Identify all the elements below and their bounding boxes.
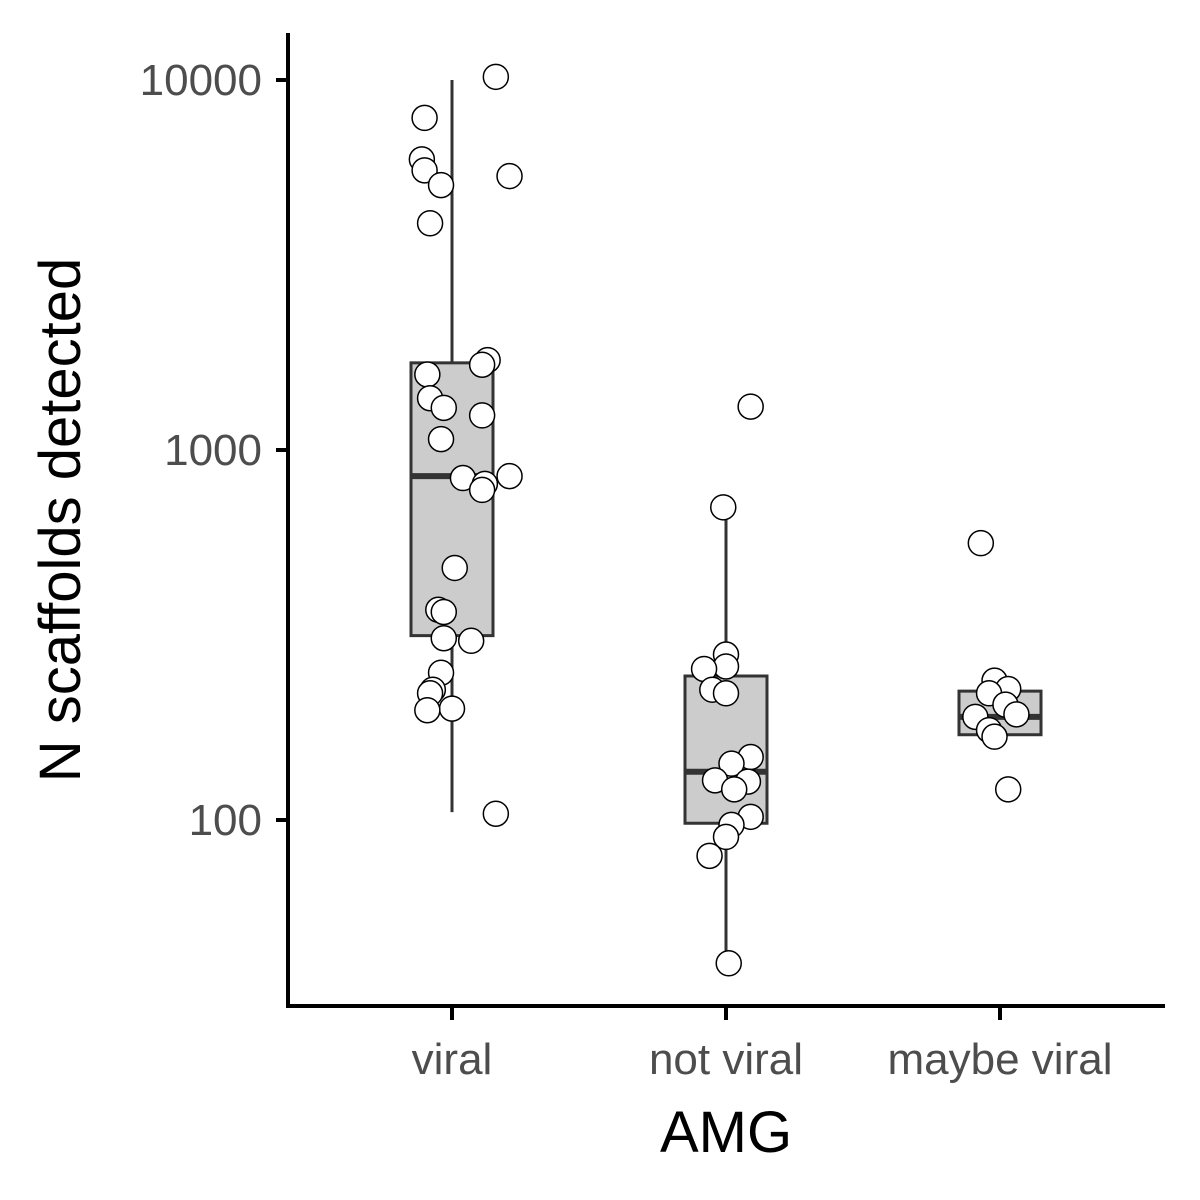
data-point [718,750,745,777]
data-point [411,104,438,132]
data-point [710,494,737,521]
data-point [715,950,742,977]
data-point [468,351,496,378]
data-point [496,162,523,190]
data-point [994,776,1022,803]
data-point [427,425,455,453]
data-point [468,476,496,504]
data-point [441,554,468,582]
data-point [430,394,458,422]
data-point [482,800,510,827]
data-point [720,776,748,803]
ticks: 100 1000 10000 viral not viral maybe viral [140,56,1113,1084]
data-point [468,402,496,429]
data-point [411,157,438,184]
data-point [482,63,510,91]
x-axis-title: AMG [660,1100,792,1165]
x-tick-label: viral [412,1035,493,1084]
data-point [414,696,441,724]
data-point [427,171,455,199]
data-point [414,361,441,388]
data-point [696,842,723,870]
y-tick-label: 100 [189,796,262,845]
y-tick-label: 10000 [140,56,262,105]
data-point [430,598,458,626]
data-point [416,210,444,237]
data-point [496,462,523,490]
data-point [438,695,466,722]
y-axis-title: N scaffolds detected [28,258,93,782]
data-point [1003,701,1030,728]
y-tick-label: 1000 [164,426,262,475]
data-point [430,624,458,652]
data-point [712,823,740,851]
data-point [457,627,485,655]
data-point [967,529,995,557]
x-tick-label: not viral [649,1035,803,1084]
x-tick-label: maybe viral [888,1035,1113,1084]
data-point [712,653,740,680]
data-point [981,723,1008,750]
data-point [712,680,740,707]
plot-area [408,63,1043,977]
data-point [737,393,764,420]
